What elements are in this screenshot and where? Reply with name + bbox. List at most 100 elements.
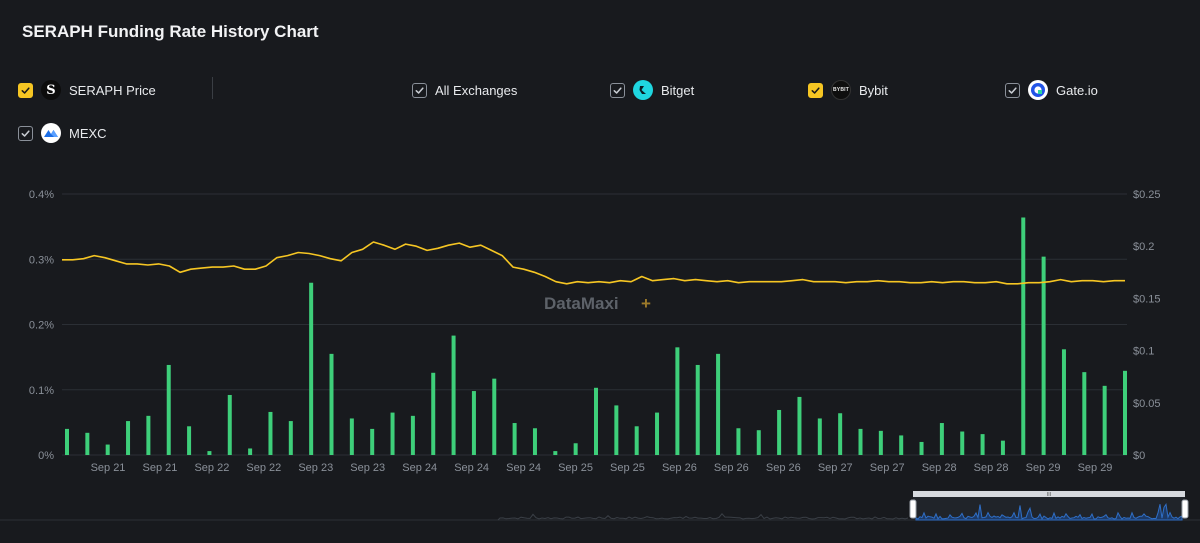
check-icon (415, 86, 424, 94)
legend-item-seraph-price[interactable]: S SERAPH Price (18, 78, 156, 102)
x-axis-tick-label: Sep 27 (818, 462, 853, 474)
x-axis-tick-label: Sep 22 (194, 462, 229, 474)
navigator-handle-right[interactable] (1181, 499, 1189, 519)
funding-rate-bar[interactable] (838, 413, 843, 455)
left-axis-tick-label: 0.3% (29, 254, 54, 266)
funding-rate-bar[interactable] (899, 435, 904, 455)
funding-rate-bar[interactable] (1082, 372, 1087, 455)
navigator-scrollbar[interactable] (913, 491, 1185, 497)
x-axis-tick-label: Sep 23 (298, 462, 333, 474)
x-axis-tick-label: Sep 26 (662, 462, 697, 474)
right-axis-tick-label: $0.15 (1133, 293, 1161, 305)
funding-rate-bar[interactable] (288, 421, 293, 455)
funding-rate-bar[interactable] (410, 415, 415, 455)
legend-label: Gate.io (1056, 82, 1098, 98)
funding-rate-bar[interactable] (146, 415, 151, 455)
funding-rate-bar[interactable] (451, 335, 456, 455)
legend-item-all-exchanges[interactable]: All Exchanges (412, 78, 517, 102)
right-axis-tick-label: $0.05 (1133, 398, 1161, 410)
legend-item-bitget[interactable]: Bitget (610, 78, 694, 102)
funding-rate-bar[interactable] (349, 418, 354, 455)
funding-rate-bar[interactable] (817, 418, 822, 455)
x-axis-tick-label: Sep 25 (558, 462, 593, 474)
mexc-logo-icon (41, 123, 61, 143)
funding-rate-bar[interactable] (960, 431, 965, 455)
funding-rate-bar[interactable] (532, 428, 537, 455)
funding-rate-bar[interactable] (65, 428, 69, 455)
funding-rate-bar[interactable] (553, 451, 558, 455)
funding-rate-bar[interactable] (919, 441, 924, 455)
funding-rate-bar[interactable] (1102, 385, 1107, 455)
funding-rate-bar[interactable] (1021, 217, 1026, 455)
funding-rate-bar[interactable] (980, 434, 985, 455)
funding-rate-bar[interactable] (655, 412, 660, 455)
funding-rate-bar[interactable] (716, 353, 721, 455)
left-axis-tick-label: 0.1% (29, 385, 54, 397)
check-icon (613, 86, 622, 94)
legend-item-mexc[interactable]: MEXC (18, 121, 107, 145)
funding-rate-bar[interactable] (309, 282, 314, 455)
funding-rate-bar[interactable] (1000, 440, 1005, 455)
navigator-history-line (497, 513, 909, 521)
funding-rate-bar[interactable] (675, 347, 680, 455)
funding-rate-bar[interactable] (105, 444, 110, 455)
funding-rate-bar[interactable] (248, 448, 253, 455)
legend-checkbox[interactable] (18, 125, 33, 141)
funding-rate-bar[interactable] (207, 451, 212, 455)
funding-rate-bar[interactable] (594, 387, 598, 455)
x-axis-tick-label: Sep 23 (350, 462, 385, 474)
funding-rate-bar[interactable] (797, 396, 802, 455)
legend-item-bybit[interactable]: BYBIT Bybit (808, 78, 888, 102)
legend-checkbox[interactable] (1005, 82, 1020, 98)
x-axis-tick-label: Sep 24 (454, 462, 489, 474)
gateio-logo-icon (1028, 80, 1048, 100)
funding-rate-bar[interactable] (492, 378, 497, 455)
legend-checkbox[interactable] (18, 82, 33, 98)
funding-rate-bar[interactable] (878, 430, 883, 455)
funding-rate-bar[interactable] (1061, 349, 1066, 455)
navigator-handle-left[interactable] (909, 499, 917, 519)
x-axis-tick-label: Sep 21 (91, 462, 126, 474)
funding-rate-bar[interactable] (227, 394, 232, 455)
x-axis-tick-label: Sep 24 (506, 462, 541, 474)
right-axis-tick-label: $0.1 (1133, 346, 1154, 358)
funding-rate-bar[interactable] (85, 432, 90, 455)
legend-checkbox[interactable] (412, 82, 427, 98)
x-axis-tick-label: Sep 26 (766, 462, 801, 474)
legend-label: All Exchanges (435, 82, 518, 98)
funding-rate-bar[interactable] (736, 428, 741, 455)
funding-rate-bar[interactable] (858, 428, 863, 455)
x-axis-tick-label: Sep 29 (1078, 462, 1113, 474)
funding-rate-bar[interactable] (756, 430, 761, 455)
right-axis-tick-label: $0.2 (1133, 241, 1154, 253)
funding-rate-bar[interactable] (187, 426, 192, 455)
price-line[interactable] (62, 241, 1125, 285)
funding-rate-bar[interactable] (939, 423, 944, 455)
funding-rate-bar[interactable] (431, 372, 436, 455)
legend-checkbox[interactable] (610, 82, 625, 98)
legend-checkbox[interactable] (808, 82, 823, 98)
x-axis-tick-label: Sep 22 (246, 462, 281, 474)
funding-rate-bar[interactable] (1123, 370, 1127, 455)
funding-rate-bar[interactable] (1041, 256, 1046, 455)
funding-rate-bar[interactable] (512, 423, 517, 455)
funding-rate-bar[interactable] (166, 364, 171, 455)
legend-label: SERAPH Price (69, 82, 156, 98)
x-axis-tick-label: Sep 21 (143, 462, 178, 474)
funding-rate-bar[interactable] (695, 364, 700, 455)
left-axis-tick-label: 0.2% (29, 320, 54, 332)
funding-rate-bar[interactable] (268, 411, 273, 455)
funding-rate-bar[interactable] (777, 409, 782, 455)
check-icon (21, 86, 30, 94)
funding-rate-bar[interactable] (390, 412, 395, 455)
funding-rate-bar[interactable] (614, 405, 619, 455)
funding-rate-bar[interactable] (126, 421, 131, 455)
funding-rate-bar[interactable] (329, 353, 334, 455)
funding-rate-bar[interactable] (634, 426, 639, 455)
funding-rate-bar[interactable] (471, 391, 476, 455)
funding-rate-bar[interactable] (573, 443, 578, 455)
legend-item-gate-io[interactable]: Gate.io (1005, 78, 1098, 102)
chart-title: SERAPH Funding Rate History Chart (22, 22, 319, 41)
funding-rate-bar[interactable] (370, 428, 375, 455)
